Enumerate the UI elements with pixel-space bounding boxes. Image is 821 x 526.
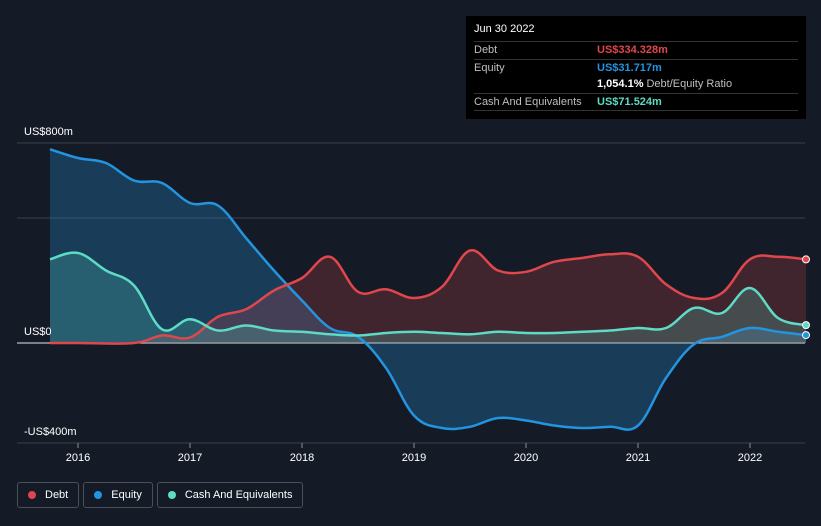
legend-equity-label: Equity [111, 489, 142, 501]
endpoint-debt[interactable] [802, 255, 810, 264]
tooltip-debt-label: Debt [474, 44, 498, 57]
tooltip-row-ratio: 1,054.1% Debt/Equity Ratio [474, 76, 798, 93]
legend-item-debt[interactable]: Debt [17, 482, 80, 508]
line-cash-and-equivalents [49, 251, 807, 337]
line-debt [50, 249, 807, 345]
tooltip: Jun 30 2022 Debt US$334.328m Equity US$3… [466, 16, 806, 119]
tooltip-debt-value: US$334.328m [597, 44, 668, 57]
grid-lines [17, 142, 805, 444]
cash-dot-icon [167, 491, 176, 499]
x-tick-label-2017: 2017 [178, 452, 202, 464]
tooltip-date: Jun 30 2022 [474, 23, 535, 35]
x-tick-label-2022: 2022 [738, 452, 762, 464]
tooltip-ratio-value: 1,054.1% [597, 78, 644, 91]
x-tick-label-2020: 2020 [514, 452, 538, 464]
tooltip-row-debt: Debt US$334.328m [474, 41, 798, 59]
x-tick-label-2019: 2019 [402, 452, 426, 464]
tooltip-equity-value: US$31.717m [597, 61, 662, 74]
tooltip-equity-label: Equity [474, 61, 505, 74]
legend: Debt Equity Cash And Equivalents [17, 482, 304, 508]
series-lines [49, 148, 807, 431]
y-min-label: -US$400m [24, 426, 77, 438]
tooltip-cash-label: Cash And Equivalents [474, 95, 582, 108]
legend-debt-label: Debt [45, 489, 69, 501]
tooltip-cash-value: US$71.524m [597, 95, 662, 108]
y-axis: US$800m US$0 -US$400m [24, 126, 77, 438]
legend-item-cash[interactable]: Cash And Equivalents [156, 482, 304, 508]
x-tick-label-2021: 2021 [626, 452, 650, 464]
x-axis: 2016 2017 2018 2019 2020 2021 2022 [66, 443, 762, 464]
endpoint-equity[interactable] [802, 331, 810, 340]
endpoint-cash-and-equivalents[interactable] [802, 321, 810, 330]
tooltip-ratio-label: Debt/Equity Ratio [646, 78, 733, 91]
series-areas [50, 149, 806, 430]
area-debt [50, 250, 806, 344]
y-max-label: US$800m [24, 126, 73, 138]
y-zero-label: US$0 [24, 326, 52, 338]
area-equity [50, 149, 806, 430]
legend-item-equity[interactable]: Equity [83, 482, 153, 508]
tooltip-row-equity: Equity US$31.717m [474, 58, 798, 77]
equity-dot-icon [94, 491, 103, 499]
x-tick-label-2016: 2016 [66, 452, 90, 464]
series-endpoints [802, 255, 810, 340]
legend-cash-label: Cash And Equivalents [184, 489, 293, 501]
line-equity [49, 148, 807, 431]
debt-dot-icon [28, 491, 36, 499]
tooltip-row-cash: Cash And Equivalents US$71.524m [474, 92, 798, 111]
x-tick-label-2018: 2018 [290, 452, 314, 464]
